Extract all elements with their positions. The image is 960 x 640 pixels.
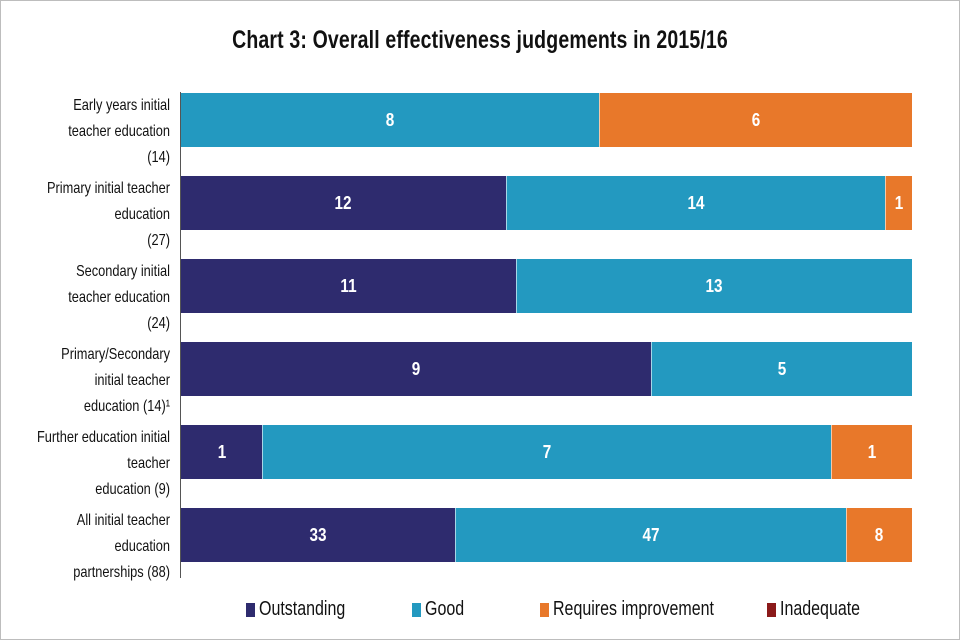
bar-segment-requires-improvement: 1 xyxy=(884,176,912,230)
bar-segment-outstanding: 12 xyxy=(181,176,506,230)
category-label: All initial teacher education partnership… xyxy=(34,508,170,586)
legend-item-good: Good xyxy=(412,598,474,621)
data-label: 47 xyxy=(642,524,660,545)
bar-segment-good: 5 xyxy=(650,342,912,396)
bar-segment-requires-improvement: 1 xyxy=(830,425,912,479)
bar-segment-outstanding: 11 xyxy=(181,259,517,313)
data-label: 33 xyxy=(309,524,327,545)
legend-swatch xyxy=(540,602,549,617)
category-label: Early years initial teacher education (14… xyxy=(34,93,170,171)
bar-segment-outstanding: 9 xyxy=(181,342,651,396)
data-label: 13 xyxy=(705,275,724,296)
category-label-line: Further education initial teacher xyxy=(36,429,171,472)
category-label-line: Primary initial teacher education xyxy=(46,180,170,223)
legend-label: Requires improvement xyxy=(553,598,714,620)
data-label: 12 xyxy=(334,192,352,213)
bar-segment-requires-improvement: 6 xyxy=(598,93,912,147)
data-label: 5 xyxy=(777,358,787,379)
legend-label: Good xyxy=(425,598,465,620)
y-axis-line xyxy=(180,92,181,578)
legend-label: Inadequate xyxy=(780,598,861,620)
data-label: 8 xyxy=(875,524,884,545)
bar-segment-requires-improvement: 8 xyxy=(845,508,912,562)
category-label-line: education (9) xyxy=(95,481,170,498)
data-label: 8 xyxy=(385,109,395,130)
bar-segment-good: 47 xyxy=(455,508,846,562)
bar-segment-outstanding: 1 xyxy=(181,425,263,479)
category-label-line: education (14)¹ xyxy=(83,398,170,415)
category-label-line: (27) xyxy=(147,232,170,249)
bar-segment-good: 8 xyxy=(181,93,599,147)
category-label: Primary/Secondary initial teacher educati… xyxy=(34,342,170,420)
category-label-line: Primary/Secondary initial teacher xyxy=(61,346,170,389)
category-label-line: (14) xyxy=(147,149,170,166)
legend-swatch xyxy=(412,602,421,617)
legend-item-inadequate: Inadequate xyxy=(767,598,880,621)
legend-label: Outstanding xyxy=(259,598,346,620)
data-label: 14 xyxy=(687,192,705,213)
data-label: 11 xyxy=(340,275,357,296)
legend: Outstanding Good Requires improvement Inade… xyxy=(0,598,960,626)
legend-swatch xyxy=(246,602,255,617)
category-label-line: (24) xyxy=(147,315,170,332)
category-label-line: Early years initial teacher education xyxy=(68,97,170,140)
category-label-line: All initial teacher education xyxy=(76,512,170,555)
category-label-line: partnerships (88) xyxy=(73,564,170,581)
bar-segment-outstanding: 33 xyxy=(181,508,456,562)
data-label: 9 xyxy=(411,358,421,379)
legend-item-requires-improvement: Requires improvement xyxy=(540,598,754,621)
category-label: Secondary initial teacher education (24) xyxy=(34,259,170,337)
bar-segment-good: 14 xyxy=(505,176,885,230)
bar-segment-good: 13 xyxy=(516,259,912,313)
data-label: 6 xyxy=(751,109,761,130)
data-label: 1 xyxy=(217,441,226,462)
legend-swatch xyxy=(767,602,776,617)
bar-segment-good: 7 xyxy=(262,425,831,479)
chart-title: Chart 3: Overall effectiveness judgement… xyxy=(232,26,728,54)
category-label: Further education initial teacher educati… xyxy=(34,425,170,503)
legend-item-outstanding: Outstanding xyxy=(246,598,367,621)
data-label: 1 xyxy=(867,441,877,462)
category-label-line: Secondary initial teacher education xyxy=(68,263,170,306)
data-label: 1 xyxy=(894,192,904,213)
category-label: Primary initial teacher education (27) xyxy=(34,176,170,254)
data-label: 7 xyxy=(542,441,552,462)
